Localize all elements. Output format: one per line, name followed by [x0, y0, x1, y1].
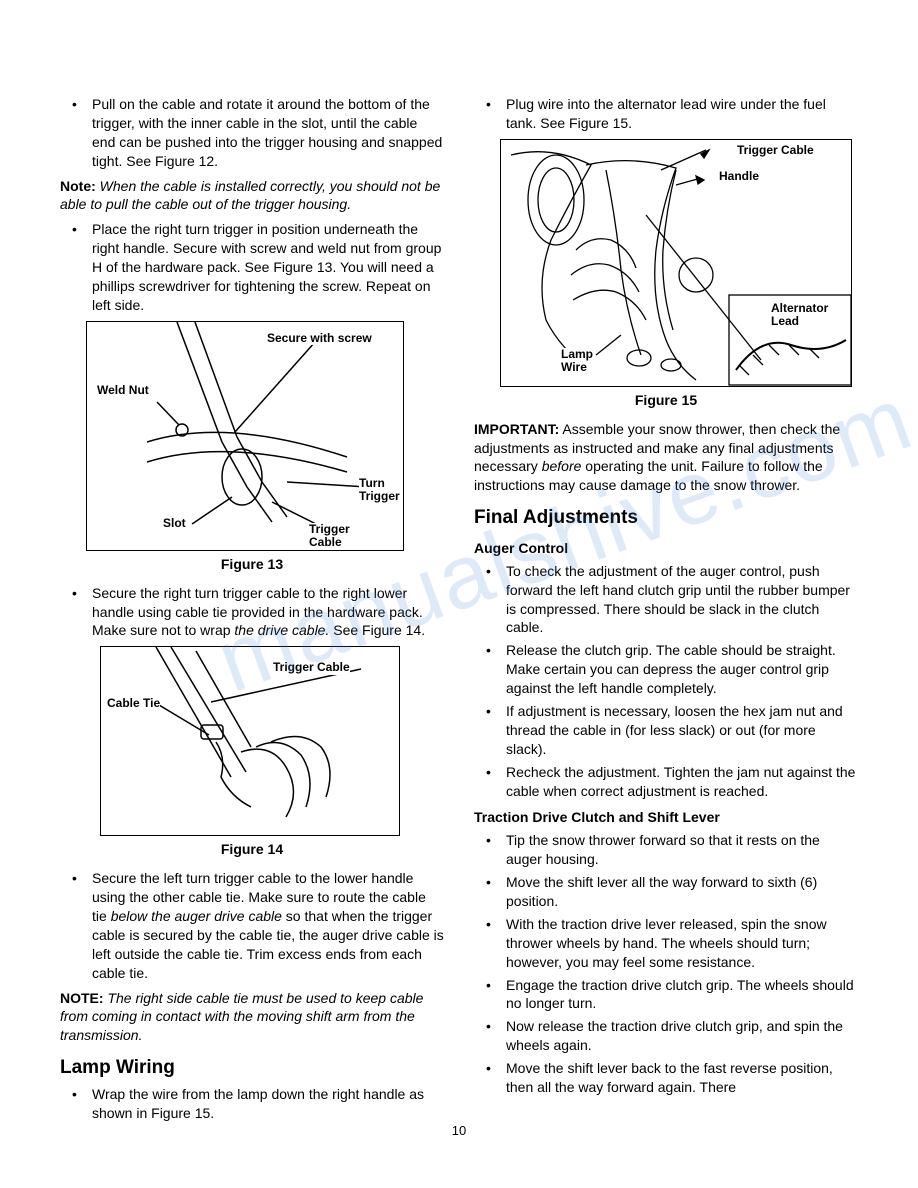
figure-label: Trigger Cable: [309, 523, 350, 549]
text-italic: before: [542, 458, 582, 474]
note-block: Note: When the cable is installed correc…: [60, 177, 444, 215]
figure-label: Slot: [163, 517, 186, 530]
note-label: Note:: [60, 178, 96, 194]
bullet-dot: •: [60, 95, 92, 171]
bullet-text: Plug wire into the alternator lead wire …: [506, 95, 858, 133]
bullet-dot: •: [474, 562, 506, 638]
bullet-text: Move the shift lever back to the fast re…: [506, 1059, 858, 1097]
figure-label: Alternator Lead: [771, 302, 828, 328]
note-text: When the cable is installed correctly, y…: [60, 178, 440, 213]
bullet-text: If adjustment is necessary, loosen the h…: [506, 702, 858, 759]
page-number: 10: [452, 1122, 466, 1140]
bullet-item: • Secure the left turn trigger cable to …: [60, 869, 444, 982]
figure-label: Handle: [719, 170, 759, 183]
bullet-dot: •: [60, 584, 92, 641]
bullet-dot: •: [60, 1085, 92, 1123]
bullet-dot: •: [474, 1017, 506, 1055]
bullet-item: • Pull on the cable and rotate it around…: [60, 95, 444, 171]
bullet-text: Move the shift lever all the way forward…: [506, 873, 858, 911]
figure-label: Cable Tie: [107, 697, 160, 710]
bullet-item: • Recheck the adjustment. Tighten the ja…: [474, 763, 858, 801]
bullet-item: • Move the shift lever back to the fast …: [474, 1059, 858, 1097]
bullet-dot: •: [474, 95, 506, 133]
auger-control-heading: Auger Control: [474, 539, 858, 558]
bullet-dot: •: [474, 915, 506, 972]
text-italic: the drive cable.: [234, 622, 329, 638]
final-adjustments-heading: Final Adjustments: [474, 505, 858, 531]
bullet-item: • Wrap the wire from the lamp down the r…: [60, 1085, 444, 1123]
lamp-wiring-heading: Lamp Wiring: [60, 1055, 444, 1081]
important-block: IMPORTANT: Assemble your snow thrower, t…: [474, 420, 858, 496]
bullet-item: • Plug wire into the alternator lead wir…: [474, 95, 858, 133]
figure-label: Trigger Cable: [273, 661, 350, 674]
bullet-text: Wrap the wire from the lamp down the rig…: [92, 1085, 444, 1123]
bullet-dot: •: [474, 831, 506, 869]
traction-heading: Traction Drive Clutch and Shift Lever: [474, 808, 858, 827]
bullet-text: Recheck the adjustment. Tighten the jam …: [506, 763, 858, 801]
left-column: • Pull on the cable and rotate it around…: [60, 95, 444, 1127]
bullet-item: • With the traction drive lever released…: [474, 915, 858, 972]
bullet-text: With the traction drive lever released, …: [506, 915, 858, 972]
bullet-item: • To check the adjustment of the auger c…: [474, 562, 858, 638]
bullet-item: • Engage the traction drive clutch grip.…: [474, 976, 858, 1014]
important-label: IMPORTANT:: [474, 421, 559, 437]
bullet-dot: •: [474, 873, 506, 911]
bullet-dot: •: [474, 641, 506, 698]
text-part: See Figure 14.: [329, 622, 425, 638]
bullet-text: Engage the traction drive clutch grip. T…: [506, 976, 858, 1014]
bullet-text: Now release the traction drive clutch gr…: [506, 1017, 858, 1055]
figure-label: Weld Nut: [97, 384, 149, 397]
figure-label: Lamp Wire: [561, 348, 593, 374]
bullet-dot: •: [474, 976, 506, 1014]
bullet-text: Secure the left turn trigger cable to th…: [92, 869, 444, 982]
note-block: NOTE: The right side cable tie must be u…: [60, 989, 444, 1046]
right-column: • Plug wire into the alternator lead wir…: [474, 95, 858, 1127]
bullet-text: To check the adjustment of the auger con…: [506, 562, 858, 638]
figure-15-box: Trigger Cable Handle Alternator Lead Lam…: [500, 139, 852, 387]
note-text: The right side cable tie must be used to…: [60, 990, 423, 1044]
figure-14-svg: [101, 647, 400, 836]
bullet-item: • Move the shift lever all the way forwa…: [474, 873, 858, 911]
text-italic: below the auger drive cable: [111, 908, 282, 924]
figure-13-box: Secure with screw Weld Nut Slot Turn Tri…: [86, 321, 404, 551]
bullet-text: Tip the snow thrower forward so that it …: [506, 831, 858, 869]
bullet-text: Release the clutch grip. The cable shoul…: [506, 641, 858, 698]
bullet-dot: •: [474, 1059, 506, 1097]
bullet-item: • Now release the traction drive clutch …: [474, 1017, 858, 1055]
figure-14-box: Trigger Cable Cable Tie: [100, 646, 400, 836]
figure-13-caption: Figure 13: [60, 555, 444, 574]
figure-14-caption: Figure 14: [60, 840, 444, 859]
bullet-item: • Tip the snow thrower forward so that i…: [474, 831, 858, 869]
bullet-dot: •: [474, 702, 506, 759]
bullet-item: • Place the right turn trigger in positi…: [60, 220, 444, 314]
note-label: NOTE:: [60, 990, 104, 1006]
bullet-item: • If adjustment is necessary, loosen the…: [474, 702, 858, 759]
figure-label: Secure with screw: [267, 332, 372, 345]
figure-15-caption: Figure 15: [474, 391, 858, 410]
figure-label: Trigger Cable: [737, 144, 814, 157]
bullet-text: Secure the right turn trigger cable to t…: [92, 584, 444, 641]
bullet-item: • Release the clutch grip. The cable sho…: [474, 641, 858, 698]
figure-15-svg: [501, 140, 852, 387]
bullet-dot: •: [60, 869, 92, 982]
bullet-text: Place the right turn trigger in position…: [92, 220, 444, 314]
bullet-item: • Secure the right turn trigger cable to…: [60, 584, 444, 641]
bullet-text: Pull on the cable and rotate it around t…: [92, 95, 444, 171]
bullet-dot: •: [60, 220, 92, 314]
figure-13-svg: [87, 322, 404, 551]
bullet-dot: •: [474, 763, 506, 801]
figure-label: Turn Trigger: [359, 477, 400, 503]
